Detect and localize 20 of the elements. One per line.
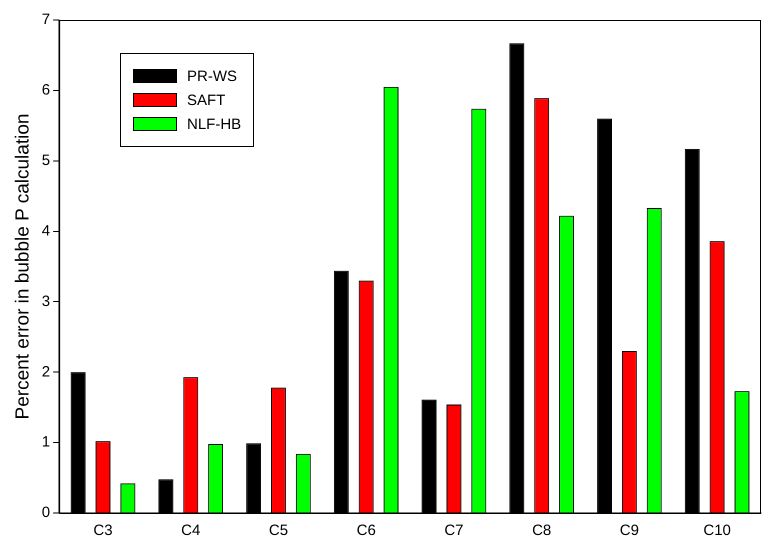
x-tick-label: C9 <box>620 522 639 540</box>
x-tick-label: C4 <box>181 522 200 540</box>
y-tick-label: 4 <box>42 222 50 240</box>
y-tick-label: 0 <box>42 504 50 522</box>
legend-label: NLF-HB <box>187 116 242 132</box>
y-tick-label: 3 <box>42 292 50 310</box>
legend-label: SAFT <box>187 92 226 108</box>
x-tick-label: C3 <box>93 522 113 540</box>
legend-label: PR-WS <box>187 68 237 84</box>
x-tick-label: C7 <box>444 522 464 540</box>
x-tick-label: C8 <box>532 522 552 540</box>
y-tick-label: 1 <box>42 434 50 451</box>
y-tick-label: 5 <box>42 152 50 169</box>
x-tick-label: C10 <box>703 522 731 540</box>
y-tick-label: 6 <box>42 82 50 99</box>
x-tick-label: C6 <box>356 522 376 540</box>
x-tick-label: C5 <box>268 522 288 540</box>
y-tick-label: 2 <box>42 363 50 380</box>
y-tick-label: 7 <box>42 11 50 28</box>
y-axis-title: Percent error in bubble P calculation <box>12 114 34 420</box>
